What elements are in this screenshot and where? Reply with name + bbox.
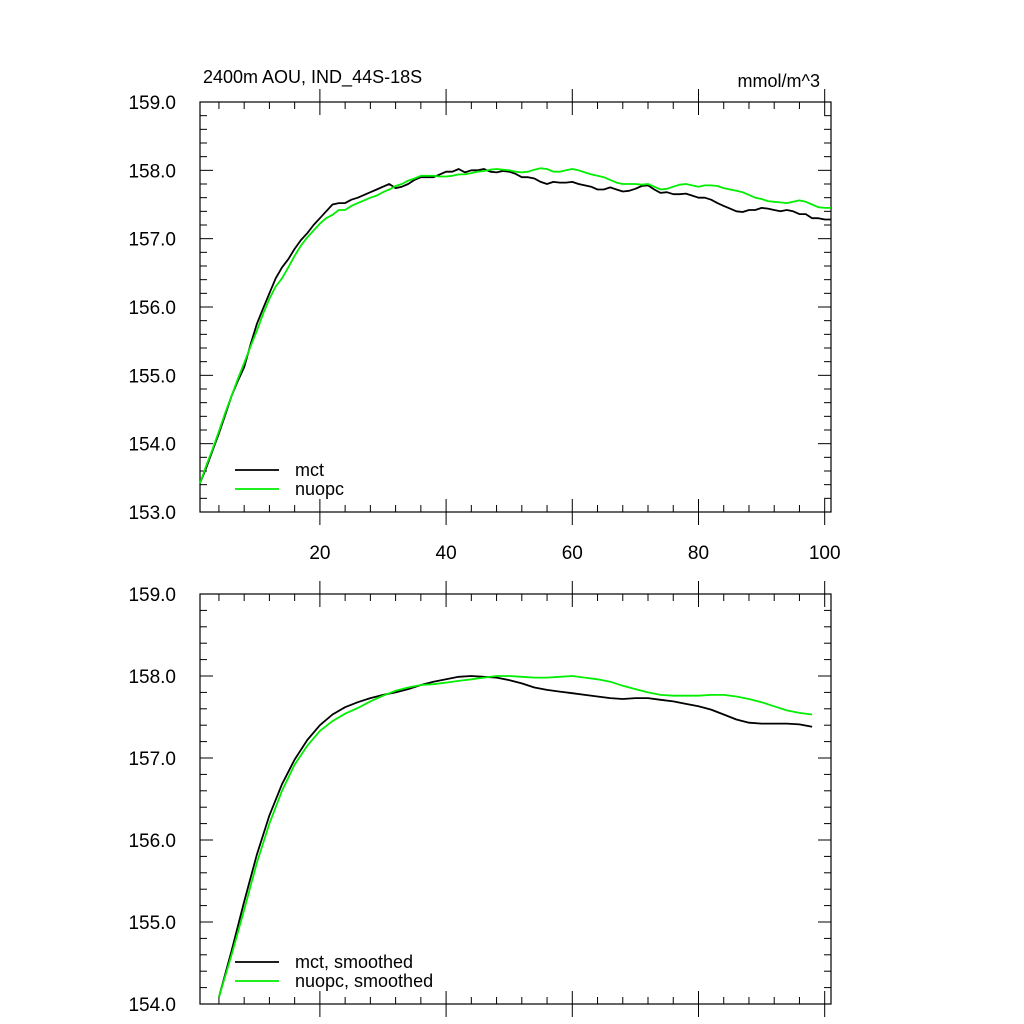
bottom-panel: 154.0 155.0 156.0 157.0 158.0 159.0 mct, smoo… (128, 581, 832, 1017)
y-tick-label: 158.0 (128, 161, 176, 182)
y-tick-label: 156.0 (128, 831, 176, 852)
y-tick-label: 154.0 (128, 435, 176, 456)
y-tick-label: 155.0 (128, 366, 176, 387)
series-line-nuopc (199, 167, 831, 484)
bottom-lines (218, 675, 813, 998)
y-tick-label: 153.0 (128, 503, 176, 524)
top-panel: 2400m AOU, IND_44S-18S mmol/m^3 20 40 60 80… (128, 67, 840, 564)
y-tick-label: 157.0 (128, 230, 176, 251)
y-tick-label: 154.0 (128, 995, 176, 1016)
y-tick-label: 158.0 (128, 667, 176, 688)
legend-label: mct, smoothed (295, 952, 413, 972)
y-tick-label: 156.0 (128, 298, 176, 319)
series-line-mct-smoothed (218, 675, 813, 998)
x-tick-label: 40 (436, 543, 457, 564)
x-tick-label: 20 (309, 543, 330, 564)
legend-label: nuopc (295, 479, 344, 499)
top-title-right: mmol/m^3 (738, 71, 820, 91)
y-tick-label: 159.0 (128, 585, 176, 606)
top-title-left: 2400m AOU, IND_44S-18S (203, 67, 422, 88)
x-tick-label: 60 (562, 543, 583, 564)
x-tick-label: 80 (688, 543, 709, 564)
y-tick-label: 157.0 (128, 749, 176, 770)
series-line-mct (199, 168, 831, 484)
legend-label: mct (295, 460, 324, 480)
series-line-nuopc-smoothed (218, 675, 813, 998)
x-tick-label: 100 (809, 543, 841, 564)
y-tick-label: 155.0 (128, 913, 176, 934)
top-plot-frame (199, 101, 832, 513)
legend-label: nuopc, smoothed (295, 971, 433, 991)
y-tick-label: 159.0 (128, 93, 176, 114)
bottom-ticks: 154.0 155.0 156.0 157.0 158.0 159.0 (128, 581, 831, 1017)
bottom-plot-frame (199, 593, 832, 1005)
top-ticks: 20 40 60 80 100 153.0 154.0 155.0 156.0 157.0 158.… (128, 89, 841, 564)
top-lines (199, 167, 831, 484)
